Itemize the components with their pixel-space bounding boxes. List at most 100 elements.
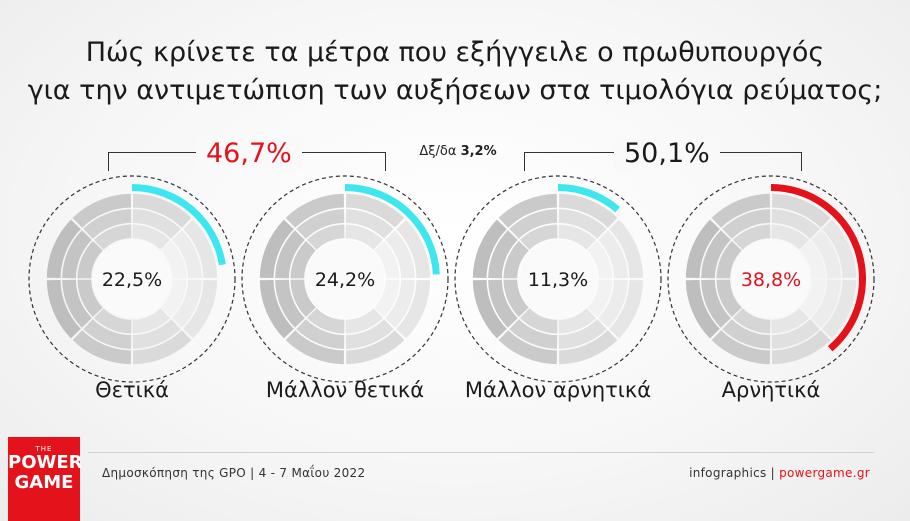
ring-segment bbox=[374, 240, 400, 279]
value-arc-1 bbox=[345, 184, 440, 275]
ring-segment bbox=[587, 279, 613, 318]
ring-segment bbox=[558, 308, 597, 334]
ring-segment bbox=[558, 193, 618, 228]
ring-segment bbox=[558, 330, 618, 365]
ring-segment bbox=[771, 319, 820, 349]
value-arc-3 bbox=[771, 183, 867, 352]
ring-segment bbox=[472, 279, 507, 339]
dashed-outline bbox=[454, 175, 662, 383]
ring-segment bbox=[488, 230, 518, 279]
ring-segment bbox=[132, 308, 171, 334]
dashed-outline bbox=[28, 175, 236, 383]
ring-segment bbox=[716, 279, 742, 318]
ring-segment bbox=[771, 224, 810, 250]
ring-segment bbox=[132, 209, 181, 239]
dont-know-text: Δξ/δα bbox=[419, 144, 457, 159]
ring-segment bbox=[183, 279, 218, 339]
ring-segment bbox=[385, 279, 415, 328]
logo-word-1: POWER bbox=[8, 452, 83, 473]
ring-segment bbox=[77, 240, 103, 279]
ring-segment bbox=[558, 224, 597, 250]
ring-segment bbox=[132, 330, 192, 365]
ring-segment bbox=[558, 319, 607, 349]
ring-segment bbox=[711, 193, 771, 228]
ring-segment bbox=[161, 279, 187, 318]
ring-segment bbox=[711, 330, 771, 365]
ring-segment bbox=[609, 279, 644, 339]
value-arc-0 bbox=[132, 184, 226, 266]
ring-segment bbox=[509, 319, 558, 349]
ring-segment bbox=[598, 230, 628, 279]
ring-segment bbox=[716, 240, 742, 279]
ring-segment bbox=[771, 308, 810, 334]
ring-segment bbox=[72, 330, 132, 365]
ring-segment bbox=[275, 230, 305, 279]
ring-segment bbox=[306, 308, 345, 334]
donut-0: 22,5% bbox=[28, 175, 236, 383]
ring-segment bbox=[83, 209, 132, 239]
ring-segment bbox=[374, 279, 400, 318]
ring-segment bbox=[83, 319, 132, 349]
credit-text: infographics | powergame.gr bbox=[689, 466, 870, 480]
ring-segment bbox=[77, 279, 103, 318]
ring-segment bbox=[93, 308, 132, 334]
ring-segment bbox=[396, 279, 431, 339]
center-disc bbox=[732, 240, 810, 318]
ring-segment bbox=[509, 209, 558, 239]
value-label-2: 11,3% bbox=[528, 269, 588, 291]
title-line-2: για την αντιμετώπιση των αυξήσεων στα τι… bbox=[27, 75, 883, 106]
ring-segment bbox=[132, 224, 171, 250]
ring-segment bbox=[800, 240, 826, 279]
ring-segment bbox=[259, 279, 294, 339]
ring-segment bbox=[598, 279, 628, 328]
credit-site-link[interactable]: powergame.gr bbox=[779, 466, 870, 480]
ring-segment bbox=[172, 279, 202, 328]
ring-segment bbox=[62, 279, 92, 328]
category-label-0: Θετικά bbox=[95, 378, 169, 402]
center-disc bbox=[306, 240, 384, 318]
dashed-outline bbox=[667, 175, 875, 383]
dont-know-label: Δξ/δα 3,2% bbox=[408, 144, 508, 159]
ring-segment bbox=[800, 279, 826, 318]
ring-segment bbox=[396, 219, 431, 279]
ring-segment bbox=[503, 240, 529, 279]
center-disc bbox=[519, 240, 597, 318]
ring-segment bbox=[62, 230, 92, 279]
ring-segment bbox=[285, 193, 345, 228]
donut-3: 38,8% bbox=[667, 175, 875, 383]
ring-segment bbox=[46, 279, 81, 339]
ring-segment bbox=[345, 330, 405, 365]
ring-segment bbox=[275, 279, 305, 328]
ring-segment bbox=[771, 209, 820, 239]
positive-total-label: 46,7% bbox=[196, 138, 302, 170]
ring-segment bbox=[722, 319, 771, 349]
ring-segment bbox=[161, 240, 187, 279]
negative-total-label: 50,1% bbox=[614, 138, 720, 170]
footer-divider bbox=[88, 452, 874, 453]
value-arc-2 bbox=[558, 184, 620, 213]
ring-segment bbox=[132, 193, 192, 228]
ring-segment bbox=[345, 319, 394, 349]
ring-segment bbox=[771, 330, 831, 365]
ring-segment bbox=[306, 224, 345, 250]
ring-segment bbox=[811, 230, 841, 279]
ring-segment bbox=[345, 193, 405, 228]
ring-segment bbox=[701, 230, 731, 279]
value-label-0: 22,5% bbox=[102, 269, 162, 291]
logo-word-2: GAME bbox=[14, 472, 74, 493]
ring-segment bbox=[498, 330, 558, 365]
ring-segment bbox=[72, 193, 132, 228]
ring-segment bbox=[519, 308, 558, 334]
ring-segment bbox=[93, 224, 132, 250]
ring-segment bbox=[296, 209, 345, 239]
donut-1: 24,2% bbox=[241, 175, 449, 383]
ring-segment bbox=[290, 240, 316, 279]
ring-segment bbox=[701, 279, 731, 328]
ring-segment bbox=[472, 219, 507, 279]
credit-prefix: infographics | bbox=[689, 466, 780, 480]
value-label-1: 24,2% bbox=[315, 269, 375, 291]
logo-the: THE bbox=[35, 445, 53, 453]
source-text: Δημοσκόπηση της GPO | 4 - 7 Μαΐου 2022 bbox=[102, 466, 366, 480]
title-line-1: Πώς κρίνετε τα μέτρα που εξήγγειλε ο πρω… bbox=[85, 37, 825, 68]
